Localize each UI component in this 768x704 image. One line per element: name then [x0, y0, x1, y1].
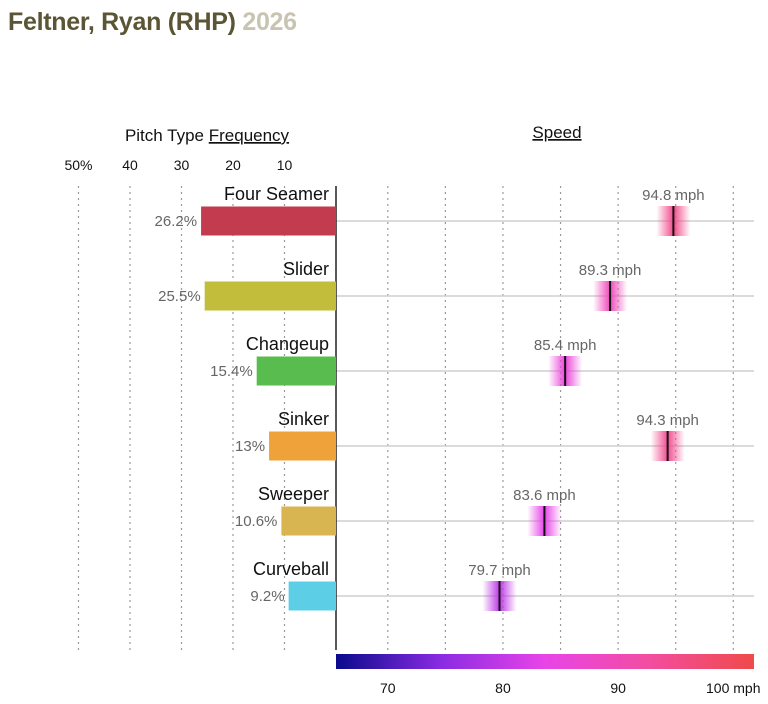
frequency-tick-label: 50%: [64, 157, 92, 173]
pitch-type-label: Slider: [283, 259, 329, 279]
frequency-bar: [201, 206, 336, 236]
speed-tick-label: 70: [380, 680, 396, 696]
speed-tick-label: 80: [495, 680, 511, 696]
pitch-type-label: Changeup: [246, 334, 329, 354]
pitch-type-label: Sinker: [278, 409, 329, 429]
frequency-bar: [269, 431, 336, 461]
speed-tick-label: 100 mph: [706, 680, 760, 696]
frequency-bar: [281, 506, 336, 536]
frequency-value-label: 13%: [235, 438, 265, 455]
frequency-header-prefix: Pitch Type: [125, 126, 209, 145]
pitch-type-label: Four Seamer: [224, 184, 329, 204]
speed-value-label: 85.4 mph: [534, 337, 597, 354]
player-name: Feltner, Ryan (RHP): [8, 8, 236, 36]
speed-value-label: 83.6 mph: [513, 487, 576, 504]
speed-value-label: 94.8 mph: [642, 187, 705, 204]
speed-header: Speed: [532, 123, 581, 142]
frequency-tick-label: 10: [277, 157, 293, 173]
season-year: 2026: [242, 8, 297, 36]
pitch-type-label: Sweeper: [258, 484, 329, 504]
frequency-header-underlined: Frequency: [209, 126, 290, 145]
frequency-bar: [256, 356, 336, 386]
pitch-type-label: Curveball: [253, 559, 329, 579]
frequency-bar: [204, 281, 336, 311]
frequency-value-label: 15.4%: [210, 363, 253, 380]
speed-color-scale: [336, 654, 754, 669]
frequency-value-label: 25.5%: [158, 288, 201, 305]
frequency-tick-label: 20: [225, 157, 241, 173]
speed-value-label: 79.7 mph: [468, 562, 531, 579]
frequency-tick-label: 30: [174, 157, 190, 173]
frequency-value-label: 9.2%: [250, 588, 284, 605]
speed-value-label: 89.3 mph: [579, 262, 642, 279]
chart-title: Feltner, Ryan (RHP) 2026: [8, 8, 297, 37]
frequency-value-label: 26.2%: [155, 213, 198, 230]
speed-tick-label: 90: [610, 680, 626, 696]
frequency-value-label: 10.6%: [235, 513, 278, 530]
frequency-tick-label: 40: [122, 157, 138, 173]
frequency-bar: [288, 581, 336, 611]
speed-value-label: 94.3 mph: [636, 412, 699, 429]
frequency-header: Pitch Type Frequency: [125, 126, 290, 145]
